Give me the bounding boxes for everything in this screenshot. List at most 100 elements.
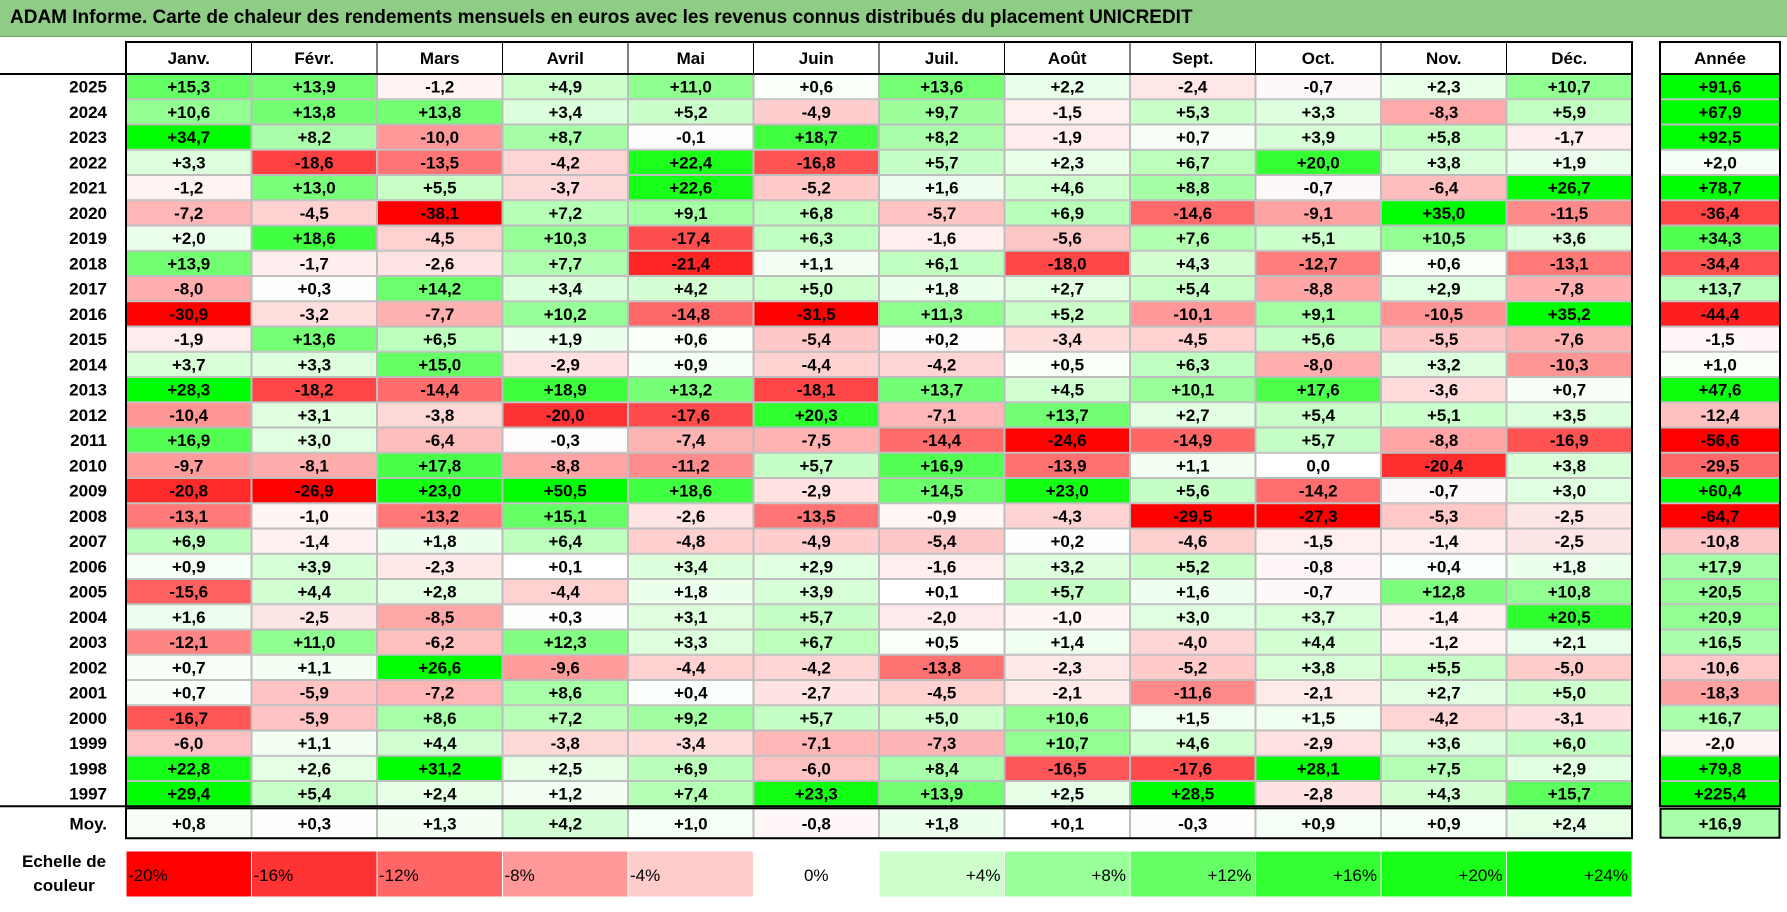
heatmap-cell xyxy=(502,680,628,706)
cell-value: -1,2 xyxy=(425,78,454,97)
cell-value: -3,2 xyxy=(300,305,329,324)
scale-swatch xyxy=(251,850,378,898)
cell-value: +1,8 xyxy=(674,583,708,602)
average-value: +0,1 xyxy=(1050,814,1084,833)
heatmap-cell xyxy=(1004,402,1130,428)
cell-value: +6,4 xyxy=(548,532,582,551)
heatmap-cell xyxy=(1130,301,1256,327)
cell-value: -2,0 xyxy=(927,608,956,627)
heatmap-cell xyxy=(628,301,754,327)
average-value: +2,4 xyxy=(1552,814,1586,833)
annual-cell xyxy=(1660,99,1780,125)
cell-value: -1,5 xyxy=(1304,532,1333,551)
cell-value: +28,3 xyxy=(167,381,210,400)
cell-value: -10,0 xyxy=(420,128,459,147)
cell-value: +5,8 xyxy=(1427,128,1461,147)
heatmap-cell xyxy=(126,579,252,605)
cell-value: -1,7 xyxy=(1555,128,1584,147)
heatmap-cell xyxy=(628,755,754,781)
scale-swatch xyxy=(125,850,252,898)
heatmap-cell xyxy=(879,528,1005,554)
cell-value: -4,6 xyxy=(1178,532,1207,551)
heatmap-cell xyxy=(1130,503,1256,529)
heatmap-cell xyxy=(753,730,879,756)
cell-value: +4,4 xyxy=(297,583,331,602)
cell-value: +1,6 xyxy=(1176,583,1210,602)
heatmap-cell xyxy=(251,452,377,478)
heatmap-cell xyxy=(1506,478,1632,504)
cell-value: -18,6 xyxy=(295,153,334,172)
cell-value: -30,9 xyxy=(169,305,208,324)
heatmap-cell xyxy=(753,680,879,706)
heatmap-cell xyxy=(377,124,503,150)
row-year-label: 2006 xyxy=(69,557,107,576)
cell-value: -10,3 xyxy=(1550,355,1589,374)
cell-value: +2,7 xyxy=(1050,280,1084,299)
cell-value: +3,4 xyxy=(548,103,582,122)
annual-value: +20,5 xyxy=(1698,583,1741,602)
cell-value: -0,9 xyxy=(927,507,956,526)
cell-value: -4,9 xyxy=(802,532,831,551)
heatmap-cell xyxy=(753,99,879,125)
heatmap-cell xyxy=(377,149,503,175)
heatmap-cell xyxy=(1004,175,1130,201)
annual-value: +47,6 xyxy=(1698,381,1741,400)
cell-value: +3,2 xyxy=(1050,557,1084,576)
heatmap-cell xyxy=(502,351,628,377)
scale-swatch xyxy=(1255,850,1382,898)
heatmap-cell xyxy=(251,705,377,731)
heatmap-cell xyxy=(377,553,503,579)
row-year-label: 2020 xyxy=(69,204,107,223)
heatmap-cell xyxy=(126,478,252,504)
cell-value: +1,1 xyxy=(297,658,331,677)
cell-value: +3,0 xyxy=(1552,482,1586,501)
heatmap-cell xyxy=(1255,654,1381,680)
cell-value: -7,2 xyxy=(174,204,203,223)
heatmap-cell xyxy=(1255,478,1381,504)
cell-value: +6,3 xyxy=(799,229,833,248)
cell-value: +35,0 xyxy=(1422,204,1465,223)
heatmap-cell xyxy=(502,654,628,680)
cell-value: -7,1 xyxy=(802,734,831,753)
cell-value: +6,8 xyxy=(799,204,833,223)
cell-value: -2,6 xyxy=(425,254,454,273)
cell-value: -14,6 xyxy=(1173,204,1212,223)
cell-value: +22,6 xyxy=(669,179,712,198)
cell-value: -7,5 xyxy=(802,431,831,450)
heatmap-cell xyxy=(1130,452,1256,478)
annual-value: +79,8 xyxy=(1698,759,1741,778)
annual-value: +17,9 xyxy=(1698,557,1741,576)
cell-value: -2,9 xyxy=(551,355,580,374)
cell-value: +6,0 xyxy=(1552,734,1586,753)
cell-value: -7,1 xyxy=(927,406,956,425)
heatmap-cell xyxy=(753,276,879,302)
cell-value: +7,7 xyxy=(548,254,582,273)
heatmap-cell xyxy=(377,503,503,529)
heatmap-cell xyxy=(1004,755,1130,781)
heatmap-cell xyxy=(1130,629,1256,655)
cell-value: -2,7 xyxy=(802,684,831,703)
cell-value: +13,7 xyxy=(920,381,963,400)
cell-value: +16,9 xyxy=(167,431,210,450)
heatmap-cell xyxy=(377,478,503,504)
heatmap-cell xyxy=(879,326,1005,352)
heatmap-cell xyxy=(753,175,879,201)
grid-border xyxy=(125,73,1633,808)
heatmap-cell xyxy=(502,124,628,150)
month-header: Mars xyxy=(420,49,460,68)
cell-value: +1,9 xyxy=(548,330,582,349)
heatmap-cell xyxy=(1130,680,1256,706)
heatmap-cell xyxy=(1255,755,1381,781)
heatmap-cell xyxy=(251,654,377,680)
heatmap-cell xyxy=(1004,351,1130,377)
heatmap-cell xyxy=(251,377,377,403)
month-header: Juin xyxy=(799,49,834,68)
cell-value: -1,5 xyxy=(1053,103,1082,122)
cell-value: -38,1 xyxy=(420,204,459,223)
heatmap-cell xyxy=(1381,175,1507,201)
heatmap-cell xyxy=(1130,250,1256,276)
heatmap-cell xyxy=(879,503,1005,529)
heatmap-cell xyxy=(1381,124,1507,150)
heatmap-cell xyxy=(126,654,252,680)
heatmap-cell xyxy=(126,250,252,276)
